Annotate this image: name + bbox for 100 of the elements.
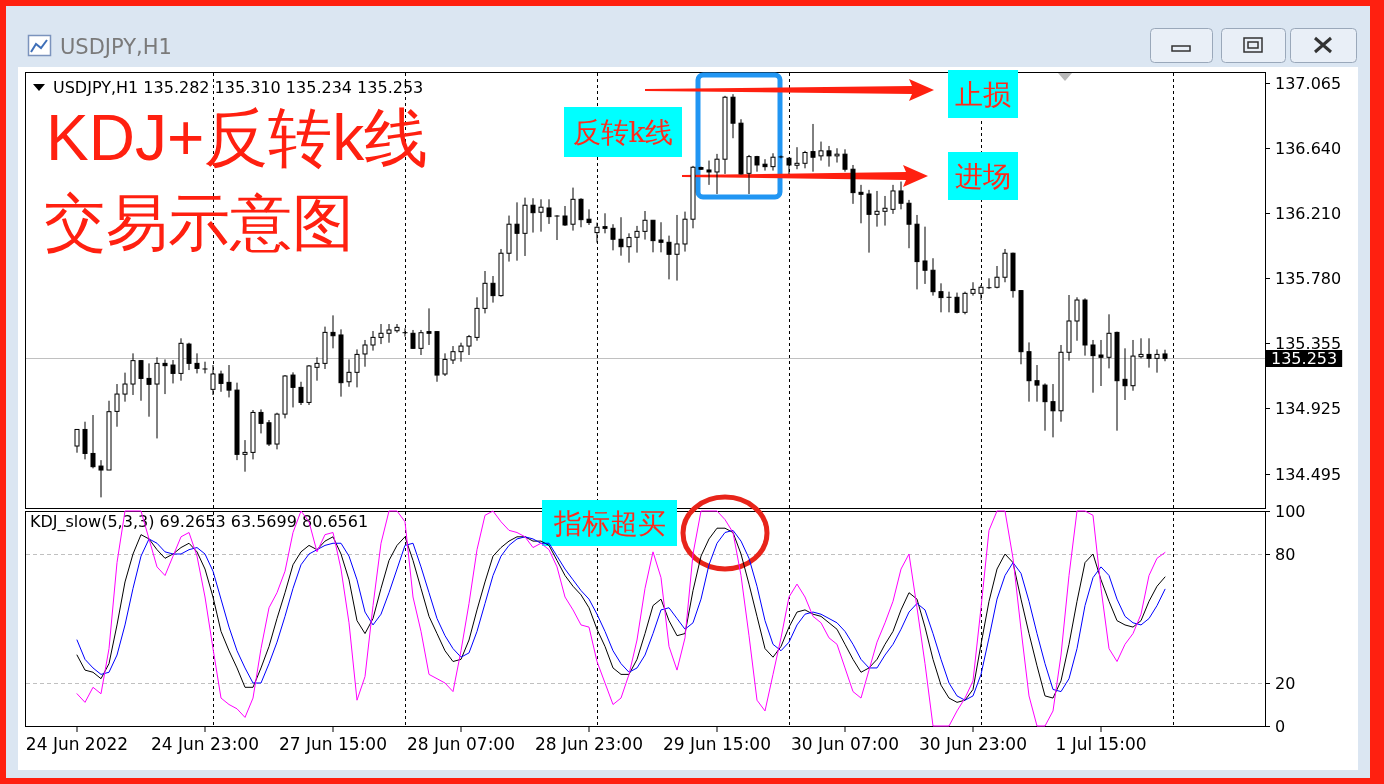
candlestick — [986, 277, 992, 290]
candlestick — [130, 352, 136, 396]
candlestick — [354, 348, 360, 388]
candlestick — [666, 235, 672, 280]
candlestick — [1050, 383, 1056, 438]
candlestick — [834, 147, 840, 164]
x-tick-label: 30 Jun 07:00 — [791, 734, 899, 754]
candlestick — [882, 195, 888, 227]
candlestick — [410, 329, 416, 350]
candlestick — [90, 414, 96, 469]
candlestick — [810, 123, 816, 173]
candlestick — [602, 212, 608, 234]
candlestick — [1122, 347, 1128, 401]
candlestick — [938, 282, 944, 313]
candlestick — [290, 371, 296, 408]
candlestick — [442, 352, 448, 377]
candlestick — [418, 329, 424, 356]
x-tick-label: 27 Jun 15:00 — [279, 734, 387, 754]
y-tick-label: 134.495 — [1275, 465, 1342, 484]
y-tick-label: 136.640 — [1275, 139, 1342, 158]
candlestick — [202, 361, 208, 374]
annotation: 进场 — [955, 159, 1011, 193]
candlestick — [762, 158, 768, 172]
x-tick-label: 24 Jun 23:00 — [151, 734, 259, 754]
candlestick — [362, 339, 368, 368]
candlestick — [82, 421, 88, 460]
candlestick — [578, 197, 584, 228]
candlestick — [930, 257, 936, 297]
candlestick — [546, 198, 552, 225]
x-tick-label: 1 Jul 15:00 — [1055, 734, 1147, 754]
candlestick — [922, 226, 928, 285]
y-tick-label: 20 — [1275, 674, 1296, 693]
y-tick-label: 135.780 — [1275, 269, 1342, 288]
candlestick — [538, 198, 544, 233]
candlestick — [826, 145, 832, 168]
candlestick — [466, 334, 472, 356]
candlestick — [386, 323, 392, 344]
candlestick — [906, 199, 912, 249]
annotation: USDJPY,H1 135.282 135.310 135.234 135.253 — [53, 77, 424, 97]
candlestick — [970, 281, 976, 297]
candlestick — [1146, 337, 1152, 369]
x-tick-label: 28 Jun 07:00 — [407, 734, 515, 754]
candlestick — [514, 201, 520, 262]
candlestick — [650, 219, 656, 253]
candlestick — [786, 156, 792, 175]
candlestick — [426, 307, 432, 346]
candlestick — [458, 342, 464, 363]
candlestick — [1034, 364, 1040, 403]
candlestick — [194, 352, 200, 374]
y-tick-label: 80 — [1275, 545, 1296, 564]
candlestick — [746, 154, 752, 195]
candlestick — [162, 358, 168, 395]
x-tick-label: 28 Jun 23:00 — [535, 734, 643, 754]
candlestick — [74, 428, 80, 454]
candlestick — [658, 221, 664, 253]
chart-title: USDJPY,H1 — [60, 35, 172, 59]
candlestick — [626, 232, 632, 264]
candlestick — [634, 225, 640, 254]
annotation: 反转k线 — [572, 115, 674, 149]
candlestick — [618, 216, 624, 257]
candlestick — [642, 210, 648, 241]
candlestick — [218, 370, 224, 393]
x-tick-label: 24 Jun 2022 — [25, 734, 129, 754]
candlestick — [154, 356, 160, 439]
candlestick — [818, 141, 824, 162]
y-tick-label: 0 — [1275, 717, 1286, 736]
x-tick-label: 29 Jun 15:00 — [663, 734, 771, 754]
candlestick — [850, 164, 856, 205]
candlestick — [370, 330, 376, 352]
candlestick — [226, 364, 232, 398]
candlestick — [866, 189, 872, 254]
candlestick — [258, 408, 264, 434]
candlestick — [674, 214, 680, 282]
candlestick — [266, 419, 272, 447]
y-tick-label: 136.210 — [1275, 204, 1342, 223]
candlestick — [794, 146, 800, 170]
candlestick — [858, 184, 864, 224]
candlestick — [1042, 382, 1048, 432]
candlestick — [530, 197, 536, 234]
candlestick — [1090, 339, 1096, 394]
candlestick — [1154, 348, 1160, 374]
annotation: KDJ+反转k线 — [46, 102, 429, 174]
candlestick — [1138, 337, 1144, 359]
candlestick — [610, 223, 616, 251]
candlestick — [554, 214, 560, 241]
candlestick — [962, 291, 968, 315]
candlestick — [714, 153, 720, 195]
candlestick — [330, 314, 336, 349]
candlestick — [490, 275, 496, 304]
candlestick — [298, 381, 304, 406]
candlestick — [706, 160, 712, 186]
candlestick — [562, 205, 568, 227]
candlestick — [114, 383, 120, 428]
candlestick — [394, 323, 400, 334]
candlestick — [138, 359, 144, 402]
candlestick — [146, 362, 152, 418]
annotation: 指标超买 — [552, 506, 666, 540]
candlestick — [1106, 313, 1112, 369]
candlestick — [770, 152, 776, 172]
candlestick — [1098, 339, 1104, 387]
